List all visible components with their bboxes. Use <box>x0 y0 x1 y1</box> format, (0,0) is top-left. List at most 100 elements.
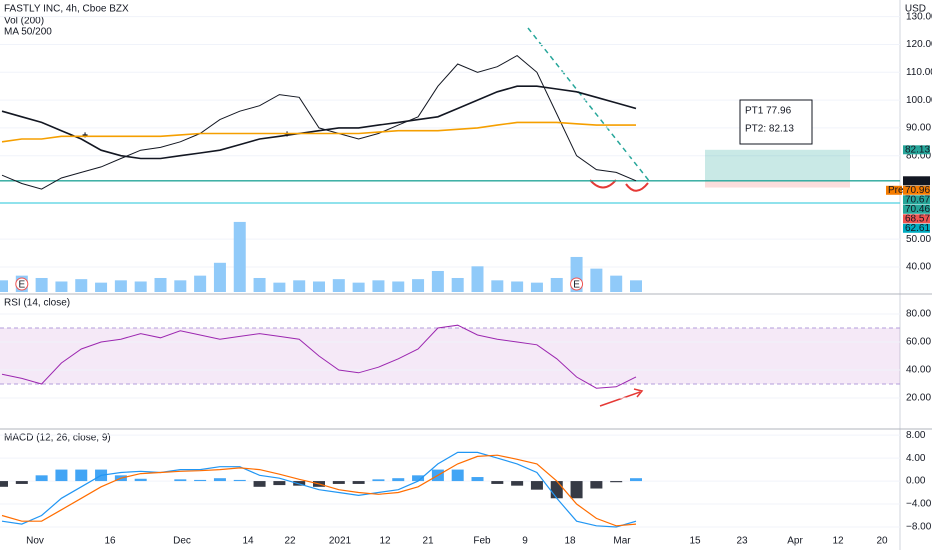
pane-title: MACD (12, 26, close, 9) <box>4 433 111 444</box>
histogram-bar <box>471 477 484 482</box>
x-tick-label: 16 <box>104 536 116 547</box>
rsi-band <box>0 328 900 385</box>
histogram-bar <box>75 469 88 482</box>
subtitle: Vol (200) <box>4 16 44 27</box>
price-label-box <box>903 185 930 195</box>
volume-bar <box>352 282 365 292</box>
price-label: 70.67 <box>905 194 930 205</box>
price-label: 82.13 <box>905 144 930 155</box>
histogram-bar <box>273 481 286 486</box>
target-zone <box>705 149 850 181</box>
subtitle: MA 50/200 <box>4 27 52 38</box>
histogram-bar <box>55 469 68 482</box>
price-label-box <box>903 223 930 233</box>
y-tick-label: 100.00 <box>906 95 932 106</box>
stop-zone <box>705 180 850 188</box>
drawing <box>589 179 617 189</box>
histogram-bar <box>610 481 623 483</box>
volume-bar <box>134 281 147 292</box>
arrow <box>599 391 641 407</box>
price-label-box <box>903 204 930 214</box>
histogram-bar <box>511 481 524 486</box>
y-tick-label: 40.00 <box>906 262 931 273</box>
x-tick-label: 15 <box>689 536 701 547</box>
histogram-bar <box>630 478 642 482</box>
price-label-box <box>903 176 930 186</box>
annotation-box <box>739 99 813 145</box>
y-tick-label: 8.00 <box>906 430 926 441</box>
x-tick-label: 9 <box>522 536 528 547</box>
volume-bar <box>471 266 484 292</box>
volume-bar <box>550 277 563 292</box>
x-tick-label: Nov <box>26 536 44 547</box>
volume-bar <box>511 281 524 292</box>
x-tick-label: 18 <box>564 536 576 547</box>
y-tick-label: 110.00 <box>906 67 932 78</box>
drawing <box>625 182 649 192</box>
histogram-bar <box>253 481 266 487</box>
histogram-bar <box>352 481 365 484</box>
x-tick-label: Mar <box>613 536 631 547</box>
volume-bar <box>372 280 385 292</box>
price-label: 70.96 <box>905 185 930 196</box>
annotation: PT2: 82.13 <box>745 124 794 135</box>
x-tick-label: 12 <box>379 536 391 547</box>
event-label: E <box>18 280 25 291</box>
y-tick-label: 90.00 <box>906 123 931 134</box>
x-tick-label: 2021 <box>329 536 352 547</box>
y-tick-label: 20.00 <box>906 393 931 404</box>
line <box>1 54 637 190</box>
histogram-bar <box>412 475 425 482</box>
price-tag-box <box>886 185 902 195</box>
histogram-bar <box>15 481 28 484</box>
histogram-bar <box>213 478 226 482</box>
event-label: E <box>573 280 580 291</box>
histogram-bar <box>491 481 504 484</box>
histogram-bar <box>194 479 207 482</box>
price-label: 68.57 <box>905 213 930 224</box>
y-tick-label: 4.00 <box>906 453 926 464</box>
y-tick-label: 130.00 <box>906 11 932 22</box>
volume-bar <box>293 280 306 292</box>
volume-bar <box>590 268 603 292</box>
histogram-bar <box>35 475 48 482</box>
line <box>1 454 637 527</box>
volume-bar <box>213 262 226 292</box>
y-tick-label: −4.00 <box>906 499 932 510</box>
volume-bar <box>431 270 444 292</box>
volume-bar <box>313 281 325 292</box>
volume-bar <box>253 277 266 292</box>
volume-bar <box>491 280 504 292</box>
volume-bar <box>75 279 88 292</box>
volume-bar <box>233 221 246 292</box>
y-tick-label: 80.00 <box>906 150 931 161</box>
arrow-head <box>633 388 644 398</box>
histogram-bar <box>372 479 385 482</box>
price-tag: Pre <box>888 185 904 196</box>
volume-bar <box>412 279 425 292</box>
x-tick-label: Apr <box>787 536 803 547</box>
histogram-bar <box>530 481 543 490</box>
price-label-box <box>903 145 930 155</box>
price-label-box <box>903 195 930 205</box>
price-label: 62.61 <box>905 223 930 234</box>
line <box>1 85 637 160</box>
trendline <box>527 27 651 183</box>
histogram-bar <box>134 478 147 482</box>
histogram-bar <box>174 479 187 482</box>
line <box>1 451 637 528</box>
y-tick-label: 120.00 <box>906 39 932 50</box>
x-tick-label: Dec <box>173 536 191 547</box>
histogram-bar <box>332 481 345 484</box>
annotation: PT1 77.96 <box>745 106 792 117</box>
y-tick-label: 80.00 <box>906 309 931 320</box>
event-marker <box>570 277 584 291</box>
currency: USD <box>905 4 926 15</box>
y-tick-label: 60.00 <box>906 337 931 348</box>
volume-bar <box>392 281 405 292</box>
price-label: 70.99 <box>905 175 930 186</box>
volume-bar <box>154 277 167 292</box>
volume-bar <box>0 280 8 292</box>
y-tick-label: −8.00 <box>906 522 932 533</box>
y-tick-label: 0.00 <box>906 476 926 487</box>
